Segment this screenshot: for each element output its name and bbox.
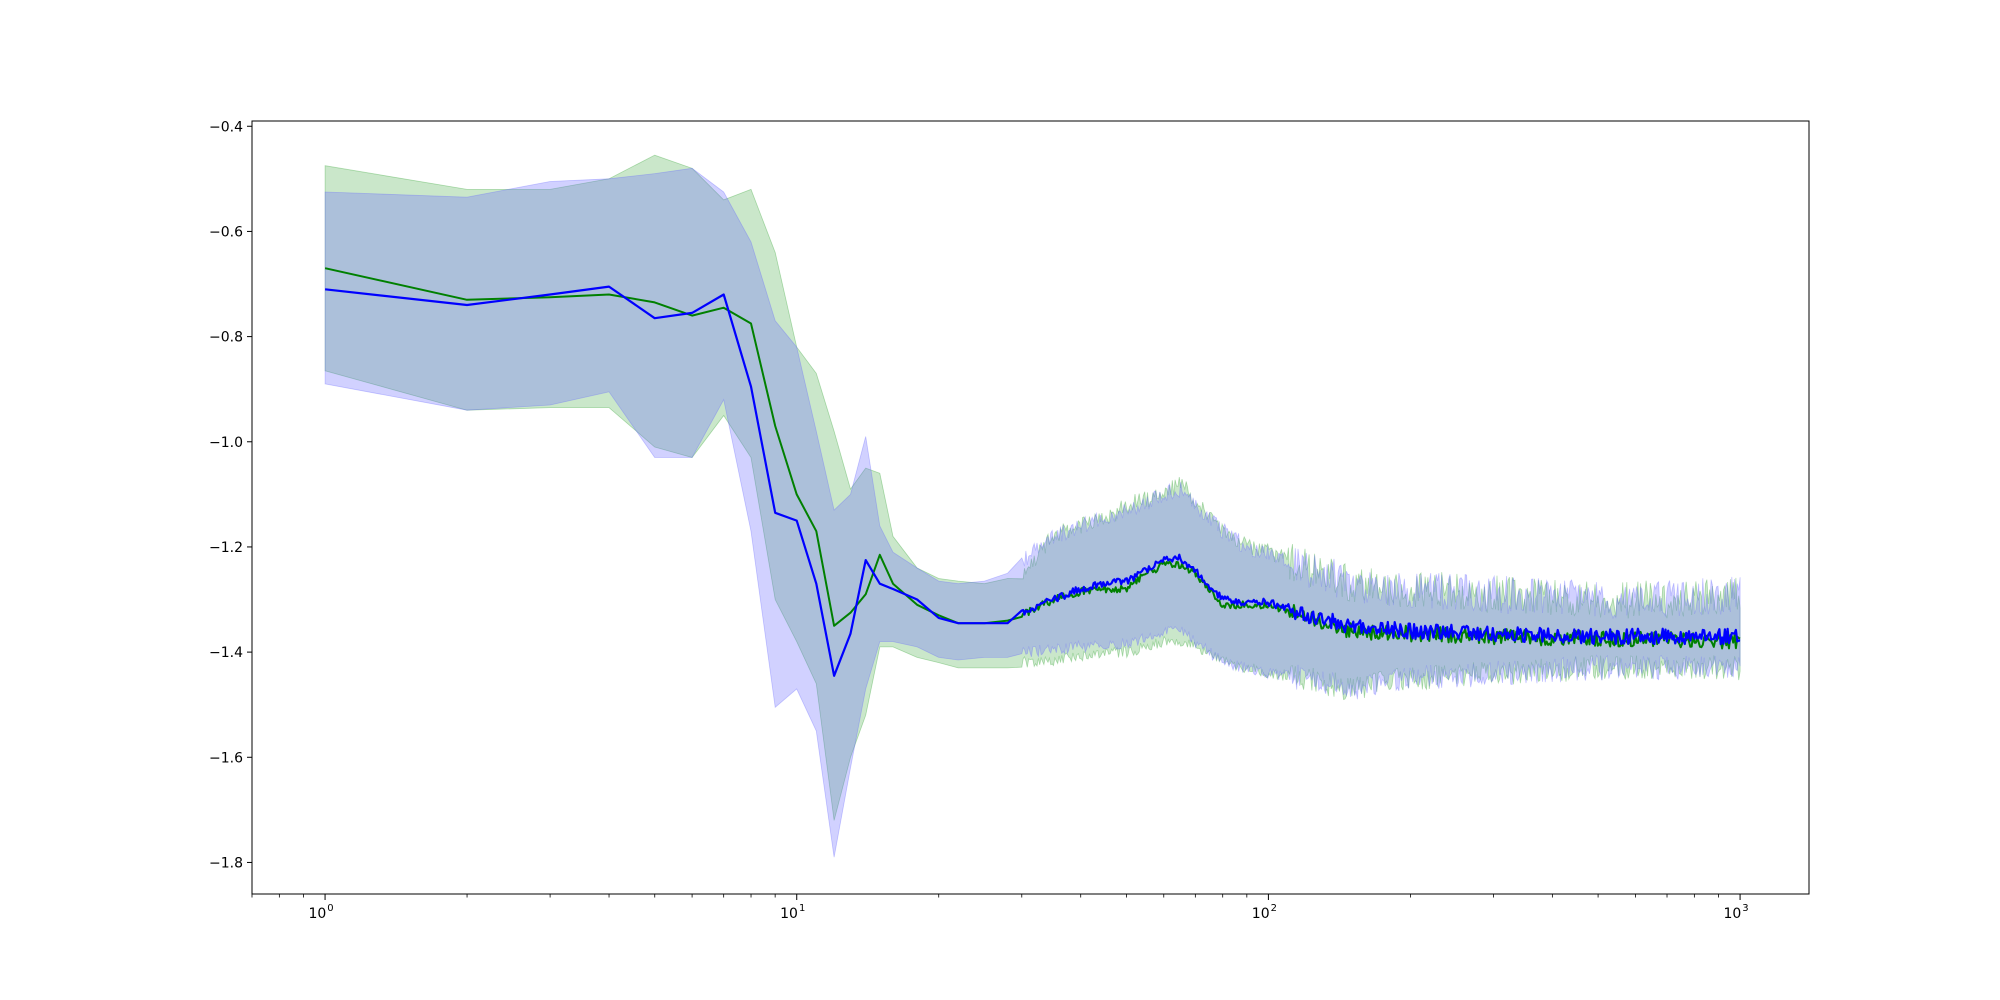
y-tick-label: −1.6 [209,750,243,766]
series-2-band [324,167,1741,858]
y-tick-label: −0.4 [209,119,243,135]
y-tick-label: −0.6 [209,224,243,240]
y-tick-label: −1.4 [209,645,243,661]
series-2-line [324,285,1741,677]
plot-frame [251,120,1810,895]
series-lines [324,267,1741,677]
y-tick-label: −1.0 [209,435,243,451]
series-1-band [324,154,1741,821]
y-tick-label: −1.2 [209,540,243,556]
plot-area [252,121,1809,894]
y-tick-label: −0.8 [209,330,243,346]
y-tick-label: −1.8 [209,855,243,871]
confidence-bands [324,154,1741,858]
y-axis: −0.4 −0.6 −0.8 −1.0 −1.2 −1.4 −1.6 −1.8 [209,119,252,871]
